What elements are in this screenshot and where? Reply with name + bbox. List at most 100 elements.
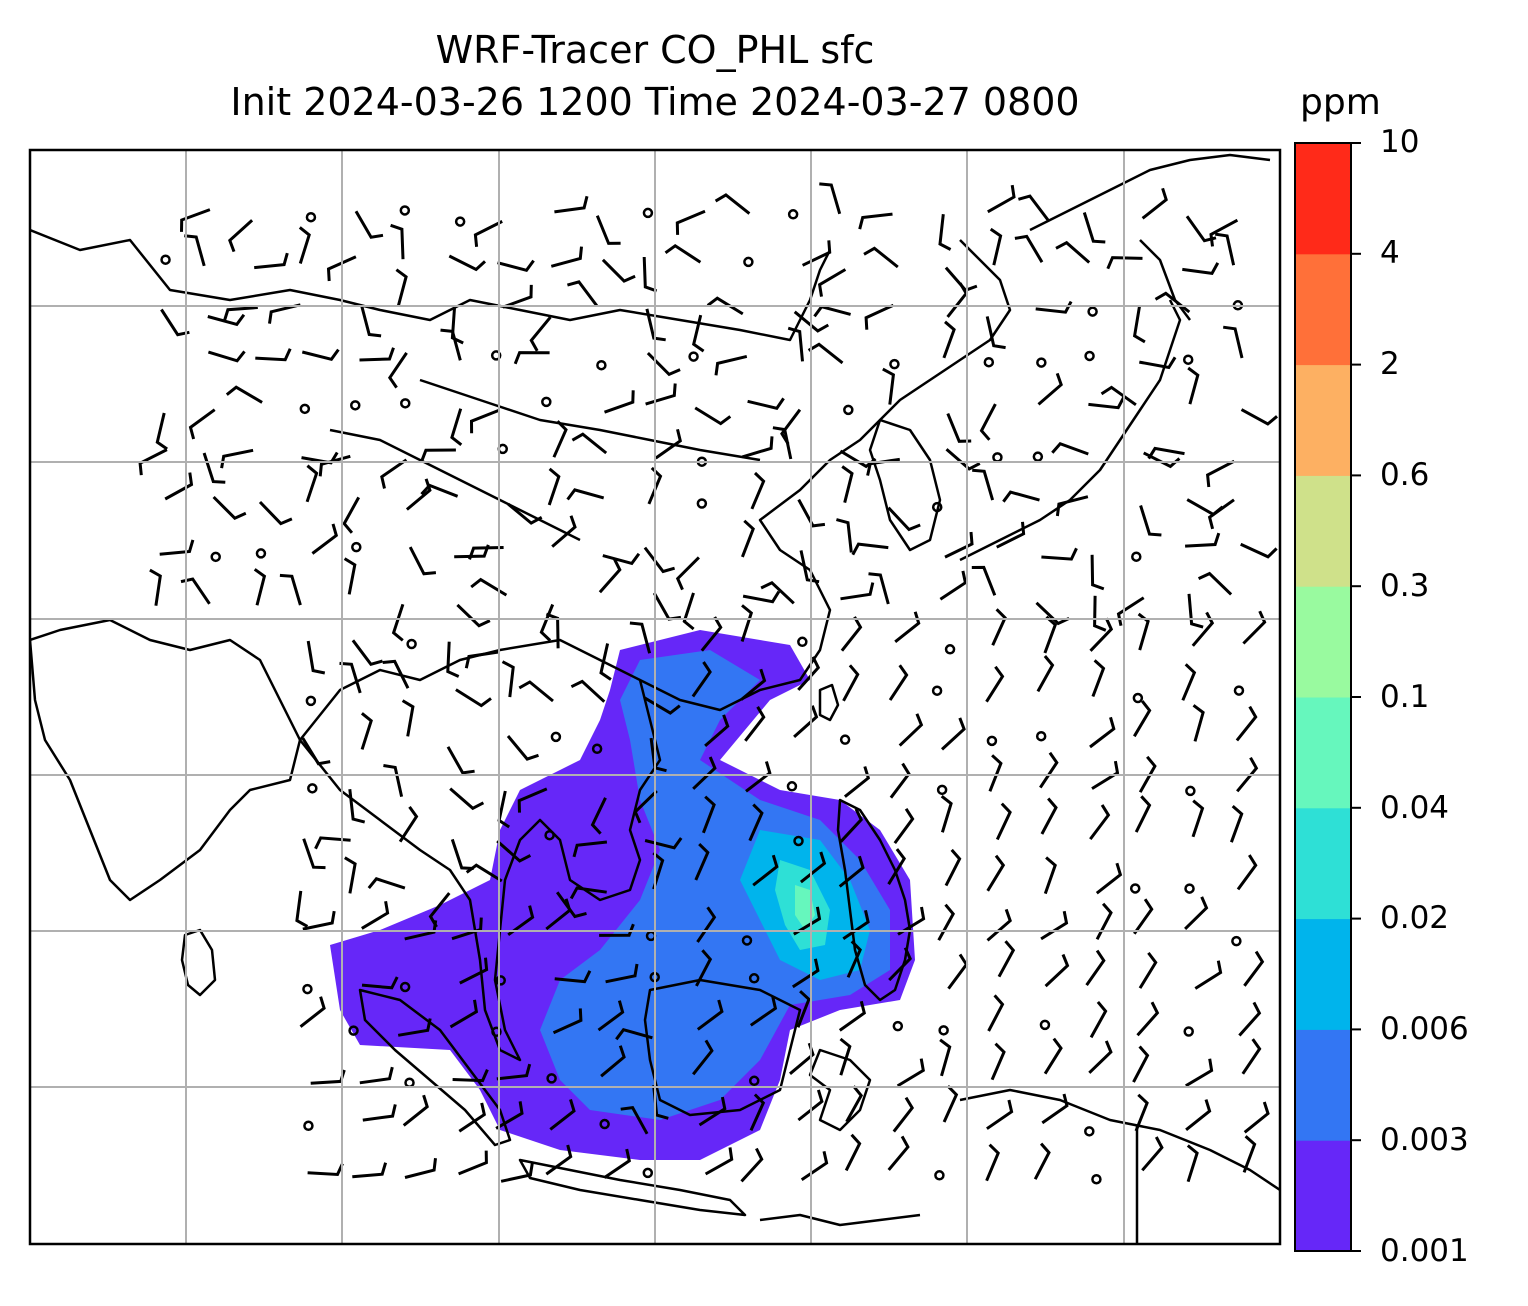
wind-barb [940, 717, 966, 751]
wind-barb [268, 303, 301, 324]
calm-wind-marker [931, 501, 943, 513]
wind-barb [305, 464, 319, 503]
wind-barb [344, 856, 357, 894]
wind-barb [939, 1038, 952, 1077]
wind-barb [529, 316, 552, 352]
wind-barb [497, 259, 535, 273]
wind-barb [971, 565, 997, 596]
wind-barb [1085, 949, 1106, 986]
wind-barb [813, 304, 851, 318]
wind-barb [298, 226, 311, 264]
calm-wind-marker [1132, 692, 1144, 704]
wind-barbs [138, 182, 1278, 1185]
wind-barb [391, 603, 405, 642]
calm-wind-marker [491, 1026, 502, 1038]
wind-barb [599, 643, 612, 681]
wind-barb [892, 1096, 915, 1133]
wind-barb [603, 1148, 631, 1179]
wind-barb [642, 256, 658, 293]
wind-barb [1141, 1136, 1164, 1172]
wind-barb [1186, 1144, 1199, 1183]
wind-barb [1187, 593, 1204, 629]
wind-barb [1091, 659, 1106, 698]
wind-barb [793, 310, 830, 333]
wind-barb [1041, 1093, 1069, 1125]
calm-wind-marker [399, 205, 411, 216]
wind-barb [352, 1162, 388, 1179]
wind-barb [939, 570, 968, 601]
wind-barb [1242, 1135, 1257, 1173]
wind-barb [469, 408, 500, 434]
wind-barb [517, 787, 548, 813]
wind-barb [698, 1096, 727, 1127]
wind-barb [796, 990, 811, 1028]
wind-barb [1043, 856, 1057, 895]
wind-barb [692, 314, 705, 353]
wind-barb [745, 761, 772, 793]
wind-barb [839, 808, 863, 843]
wind-barb [1206, 459, 1235, 488]
wind-barb [605, 963, 639, 984]
wind-barb [1243, 950, 1265, 987]
wind-barb [1141, 187, 1168, 220]
wind-barb [817, 268, 847, 297]
wind-barb [465, 863, 503, 883]
wind-barb [864, 303, 895, 330]
wind-barb [991, 608, 1007, 646]
calm-wind-marker [931, 685, 943, 696]
calm-wind-marker [302, 983, 313, 995]
wind-barb [985, 665, 1005, 703]
wind-barb [987, 184, 1016, 214]
wind-barb [675, 209, 706, 235]
wind-barb [554, 195, 589, 214]
wind-barb [279, 573, 302, 606]
wind-barb [1236, 854, 1258, 891]
calm-wind-marker [351, 541, 362, 553]
wind-barb [946, 282, 969, 318]
calm-wind-marker [305, 211, 317, 223]
wind-barb [838, 1000, 867, 1032]
wind-barb [741, 519, 755, 558]
wind-barb [979, 403, 997, 441]
wind-barb [896, 1058, 925, 1088]
colorbar-segment [1295, 143, 1351, 255]
wind-barb [842, 909, 870, 940]
wind-barb [149, 568, 162, 606]
wind-barb [652, 851, 665, 890]
wind-barb [1091, 760, 1120, 790]
calm-wind-marker [1084, 350, 1095, 362]
calm-wind-marker [1233, 685, 1245, 696]
wind-barb [696, 906, 717, 943]
calm-wind-marker [350, 400, 361, 411]
wind-barb [570, 679, 606, 703]
wind-barb [1229, 804, 1244, 843]
wind-barb [1051, 441, 1089, 456]
wind-barb [1182, 262, 1220, 276]
wind-barb [1223, 325, 1244, 359]
calm-wind-marker [1035, 730, 1047, 742]
wind-barb [740, 604, 754, 642]
wind-barb [456, 603, 491, 628]
wind-barb [572, 840, 608, 858]
wind-barb [518, 680, 554, 703]
wind-barb [645, 383, 677, 406]
wind-barb [714, 193, 751, 215]
wind-barb [985, 316, 1006, 350]
wind-barb [604, 390, 635, 414]
wind-barb [1214, 232, 1236, 266]
calm-wind-marker [406, 638, 417, 650]
wind-barb [1240, 542, 1278, 559]
wind-barb [220, 448, 254, 469]
wind-barb [1143, 451, 1181, 469]
wind-barb [1133, 700, 1152, 738]
wind-barb [842, 664, 860, 702]
wind-barb [744, 706, 766, 742]
wind-barb [1014, 234, 1044, 263]
calm-wind-marker [1032, 451, 1044, 462]
wind-barb [598, 558, 622, 594]
wind-barb [1134, 1093, 1149, 1132]
calm-wind-marker [934, 1170, 945, 1181]
calm-wind-marker [986, 735, 998, 747]
wind-barb [1184, 896, 1209, 930]
calm-wind-marker [688, 351, 699, 362]
